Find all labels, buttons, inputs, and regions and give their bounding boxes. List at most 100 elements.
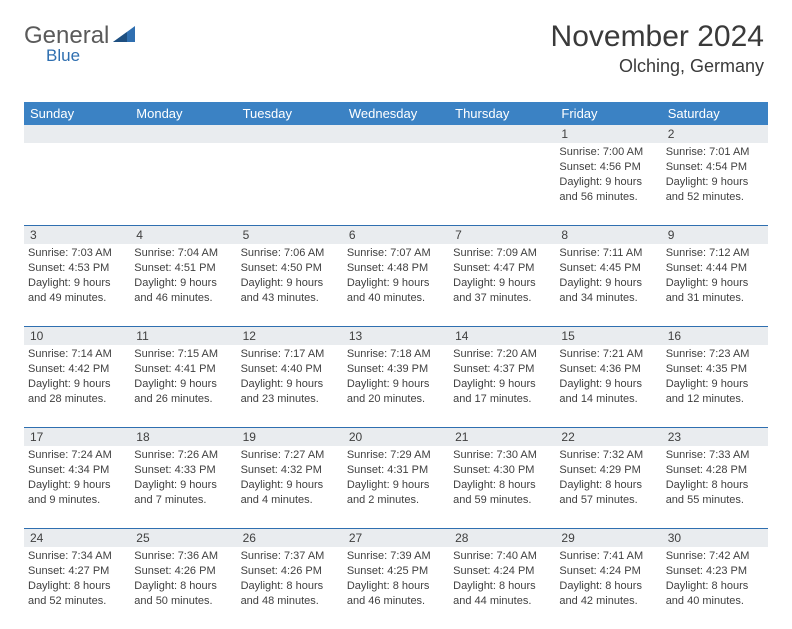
daylight-text: and 42 minutes. bbox=[559, 594, 657, 609]
sunrise-text: Sunrise: 7:21 AM bbox=[559, 347, 657, 362]
daylight-text: and 57 minutes. bbox=[559, 493, 657, 508]
sunrise-text: Sunrise: 7:03 AM bbox=[28, 246, 126, 261]
daylight-text: Daylight: 9 hours bbox=[28, 478, 126, 493]
logo-text-accent: Blue bbox=[44, 46, 80, 66]
weekday-header: Monday bbox=[130, 102, 236, 125]
day-number-row: 10111213141516 bbox=[24, 326, 768, 345]
daylight-text: Daylight: 9 hours bbox=[134, 377, 232, 392]
sunset-text: Sunset: 4:37 PM bbox=[453, 362, 551, 377]
daylight-text: Daylight: 8 hours bbox=[666, 579, 764, 594]
day-number: 1 bbox=[555, 125, 661, 143]
sunrise-text: Sunrise: 7:36 AM bbox=[134, 549, 232, 564]
daylight-text: Daylight: 9 hours bbox=[134, 478, 232, 493]
day-number: 7 bbox=[449, 226, 555, 244]
daylight-text: and 12 minutes. bbox=[666, 392, 764, 407]
day-cell: Sunrise: 7:18 AMSunset: 4:39 PMDaylight:… bbox=[343, 345, 449, 427]
day-cell bbox=[237, 143, 343, 225]
daylight-text: and 50 minutes. bbox=[134, 594, 232, 609]
sunset-text: Sunset: 4:48 PM bbox=[347, 261, 445, 276]
day-number bbox=[449, 125, 555, 143]
sunset-text: Sunset: 4:34 PM bbox=[28, 463, 126, 478]
sunrise-text: Sunrise: 7:23 AM bbox=[666, 347, 764, 362]
day-cell: Sunrise: 7:30 AMSunset: 4:30 PMDaylight:… bbox=[449, 446, 555, 528]
sunset-text: Sunset: 4:28 PM bbox=[666, 463, 764, 478]
sunrise-text: Sunrise: 7:09 AM bbox=[453, 246, 551, 261]
daylight-text: Daylight: 9 hours bbox=[28, 276, 126, 291]
daylight-text: and 37 minutes. bbox=[453, 291, 551, 306]
sunrise-text: Sunrise: 7:42 AM bbox=[666, 549, 764, 564]
daylight-text: Daylight: 8 hours bbox=[241, 579, 339, 594]
sunrise-text: Sunrise: 7:41 AM bbox=[559, 549, 657, 564]
sunset-text: Sunset: 4:51 PM bbox=[134, 261, 232, 276]
daylight-text: Daylight: 9 hours bbox=[347, 377, 445, 392]
day-number-row: 17181920212223 bbox=[24, 427, 768, 446]
day-cell: Sunrise: 7:07 AMSunset: 4:48 PMDaylight:… bbox=[343, 244, 449, 326]
sunset-text: Sunset: 4:27 PM bbox=[28, 564, 126, 579]
day-cell: Sunrise: 7:29 AMSunset: 4:31 PMDaylight:… bbox=[343, 446, 449, 528]
day-cell: Sunrise: 7:04 AMSunset: 4:51 PMDaylight:… bbox=[130, 244, 236, 326]
sunset-text: Sunset: 4:36 PM bbox=[559, 362, 657, 377]
sunset-text: Sunset: 4:56 PM bbox=[559, 160, 657, 175]
day-cell: Sunrise: 7:21 AMSunset: 4:36 PMDaylight:… bbox=[555, 345, 661, 427]
calendar: Sunday Monday Tuesday Wednesday Thursday… bbox=[24, 102, 768, 629]
weekday-header-row: Sunday Monday Tuesday Wednesday Thursday… bbox=[24, 102, 768, 125]
daylight-text: Daylight: 8 hours bbox=[666, 478, 764, 493]
day-number bbox=[343, 125, 449, 143]
daylight-text: Daylight: 9 hours bbox=[241, 276, 339, 291]
daylight-text: Daylight: 9 hours bbox=[666, 175, 764, 190]
daylight-text: and 46 minutes. bbox=[347, 594, 445, 609]
sunset-text: Sunset: 4:50 PM bbox=[241, 261, 339, 276]
day-cell: Sunrise: 7:37 AMSunset: 4:26 PMDaylight:… bbox=[237, 547, 343, 629]
sunrise-text: Sunrise: 7:11 AM bbox=[559, 246, 657, 261]
month-title: November 2024 bbox=[551, 20, 764, 54]
day-number: 17 bbox=[24, 428, 130, 446]
daylight-text: and 23 minutes. bbox=[241, 392, 339, 407]
daylight-text: and 49 minutes. bbox=[28, 291, 126, 306]
daylight-text: and 34 minutes. bbox=[559, 291, 657, 306]
sunrise-text: Sunrise: 7:29 AM bbox=[347, 448, 445, 463]
sunset-text: Sunset: 4:47 PM bbox=[453, 261, 551, 276]
daylight-text: Daylight: 9 hours bbox=[347, 276, 445, 291]
day-number: 2 bbox=[662, 125, 768, 143]
day-cell: Sunrise: 7:14 AMSunset: 4:42 PMDaylight:… bbox=[24, 345, 130, 427]
day-number: 14 bbox=[449, 327, 555, 345]
sunset-text: Sunset: 4:54 PM bbox=[666, 160, 764, 175]
day-cell: Sunrise: 7:33 AMSunset: 4:28 PMDaylight:… bbox=[662, 446, 768, 528]
daylight-text: and 28 minutes. bbox=[28, 392, 126, 407]
weekday-header: Wednesday bbox=[343, 102, 449, 125]
day-number-row: 3456789 bbox=[24, 225, 768, 244]
day-number: 25 bbox=[130, 529, 236, 547]
daylight-text: Daylight: 8 hours bbox=[559, 579, 657, 594]
day-cell: Sunrise: 7:20 AMSunset: 4:37 PMDaylight:… bbox=[449, 345, 555, 427]
sunset-text: Sunset: 4:32 PM bbox=[241, 463, 339, 478]
day-number: 12 bbox=[237, 327, 343, 345]
day-cell: Sunrise: 7:17 AMSunset: 4:40 PMDaylight:… bbox=[237, 345, 343, 427]
day-cell: Sunrise: 7:09 AMSunset: 4:47 PMDaylight:… bbox=[449, 244, 555, 326]
day-cell bbox=[343, 143, 449, 225]
day-cell bbox=[130, 143, 236, 225]
day-number: 18 bbox=[130, 428, 236, 446]
location-label: Olching, Germany bbox=[551, 56, 764, 77]
day-number: 16 bbox=[662, 327, 768, 345]
sunrise-text: Sunrise: 7:32 AM bbox=[559, 448, 657, 463]
sunrise-text: Sunrise: 7:26 AM bbox=[134, 448, 232, 463]
day-number: 4 bbox=[130, 226, 236, 244]
daylight-text: Daylight: 9 hours bbox=[559, 377, 657, 392]
weekday-header: Sunday bbox=[24, 102, 130, 125]
daylight-text: Daylight: 8 hours bbox=[453, 579, 551, 594]
sunrise-text: Sunrise: 7:12 AM bbox=[666, 246, 764, 261]
daylight-text: and 26 minutes. bbox=[134, 392, 232, 407]
daylight-text: Daylight: 9 hours bbox=[666, 276, 764, 291]
day-cell: Sunrise: 7:41 AMSunset: 4:24 PMDaylight:… bbox=[555, 547, 661, 629]
sunrise-text: Sunrise: 7:07 AM bbox=[347, 246, 445, 261]
day-number: 19 bbox=[237, 428, 343, 446]
sunrise-text: Sunrise: 7:20 AM bbox=[453, 347, 551, 362]
day-cell: Sunrise: 7:24 AMSunset: 4:34 PMDaylight:… bbox=[24, 446, 130, 528]
sunset-text: Sunset: 4:29 PM bbox=[559, 463, 657, 478]
day-cell: Sunrise: 7:06 AMSunset: 4:50 PMDaylight:… bbox=[237, 244, 343, 326]
sunrise-text: Sunrise: 7:27 AM bbox=[241, 448, 339, 463]
day-number: 29 bbox=[555, 529, 661, 547]
logo-triangle-icon bbox=[113, 26, 135, 47]
day-cell: Sunrise: 7:39 AMSunset: 4:25 PMDaylight:… bbox=[343, 547, 449, 629]
sunset-text: Sunset: 4:25 PM bbox=[347, 564, 445, 579]
